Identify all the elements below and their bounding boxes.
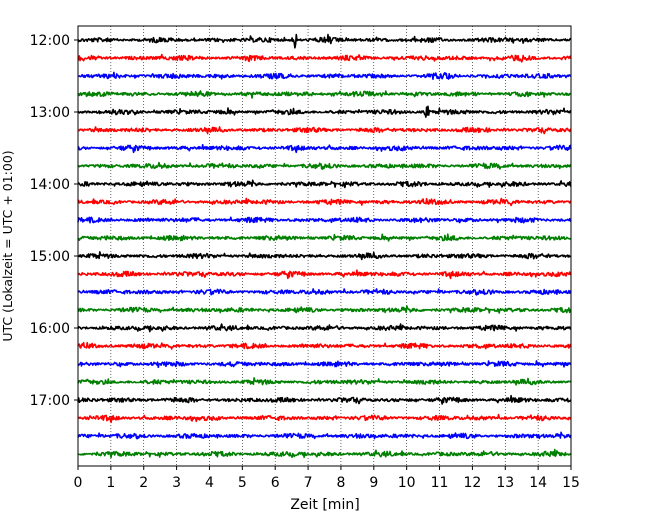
trace-line [77,431,572,440]
trace-line [77,360,572,369]
x-axis-ticks: 0 1 2 3 4 5 6 7 8 9 10 11 12 13 14 15 [74,466,580,491]
y-tick-label: 16:00 [30,321,70,337]
x-tick-label: 7 [304,475,313,491]
trace-line [77,197,572,207]
trace-line [77,33,572,49]
trace-line [77,377,572,386]
y-tick-label: 13:00 [30,105,70,121]
x-tick-label: 5 [238,475,247,491]
y-tick-label: 17:00 [30,393,70,409]
y-tick-label: 15:00 [30,249,70,265]
trace-line [77,269,572,280]
plot-frame [77,25,572,467]
x-tick-label: 12 [463,475,481,491]
x-tick-label: 11 [431,475,449,491]
trace-line [77,233,572,242]
trace-line [77,71,572,80]
x-tick-label: 13 [496,475,514,491]
trace-line [77,413,572,424]
trace-line [77,251,572,261]
trace-series [77,33,572,459]
x-tick-label: 14 [529,475,547,491]
trace-line [77,144,572,154]
trace-line [77,161,572,170]
x-axis-label: Zeit [min] [290,497,359,513]
x-tick-label: 10 [398,475,416,491]
x-tick-label: 2 [139,475,148,491]
x-tick-label: 0 [74,475,83,491]
trace-line [77,179,572,189]
trace-line [77,90,572,99]
trace-line [77,288,572,296]
trace-line [77,448,572,459]
x-tick-label: 8 [336,475,345,491]
trace-line [77,341,572,350]
grid-lines [110,26,539,466]
y-tick-label: 12:00 [30,33,70,49]
trace-line [77,394,572,405]
y-axis-ticks: 12:00 13:00 14:00 15:00 16:00 17:00 [30,33,78,409]
y-axis-label: UTC (Lokalzeit = UTC + 01:00) [0,150,15,341]
x-tick-label: 15 [562,475,580,491]
trace-line [77,53,572,63]
trace-line [77,126,572,135]
trace-line [77,105,572,118]
x-tick-label: 9 [369,475,378,491]
y-tick-label: 14:00 [30,177,70,193]
x-tick-label: 4 [205,475,214,491]
x-tick-label: 1 [106,475,115,491]
trace-line [77,216,572,224]
x-tick-label: 3 [172,475,181,491]
x-tick-label: 6 [271,475,280,491]
trace-line [77,305,572,314]
trace-line [77,323,572,333]
